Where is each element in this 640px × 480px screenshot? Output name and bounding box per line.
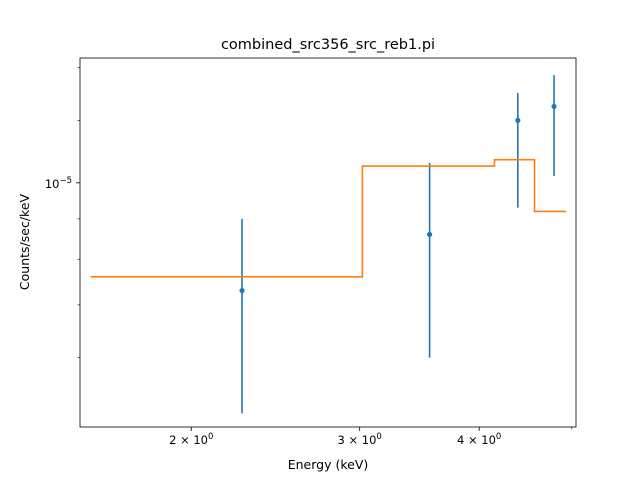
model-step-line: [90, 158, 566, 278]
x-tick-label: 3 × 100: [338, 432, 382, 447]
y-axis-label: Counts/sec/keV: [17, 193, 32, 290]
plot-frame: [79, 57, 577, 428]
plot-area: [80, 58, 576, 427]
x-tick-mantissa: 3 × 10: [338, 433, 377, 447]
x-tick-exponent: 0: [496, 432, 501, 442]
y-tick-exponent: −5: [59, 176, 72, 186]
x-tick-mantissa: 4 × 10: [457, 433, 496, 447]
x-tick-exponent: 0: [376, 432, 381, 442]
x-tick-label: 2 × 100: [169, 432, 213, 447]
x-tick-exponent: 0: [208, 432, 213, 442]
series-layer: [90, 75, 566, 414]
x-axis-label: Energy (keV): [288, 457, 369, 472]
chart-title: combined_src356_src_reb1.pi: [221, 37, 435, 53]
data-point: [515, 117, 521, 124]
x-tick-mantissa: 2 × 10: [169, 433, 208, 447]
y-tick-label: 10−5: [45, 176, 72, 191]
data-point: [427, 231, 433, 238]
data-point: [551, 103, 557, 110]
x-tick-label: 4 × 100: [457, 432, 501, 447]
data-point: [239, 287, 245, 294]
y-tick-mantissa: 10: [45, 177, 60, 191]
